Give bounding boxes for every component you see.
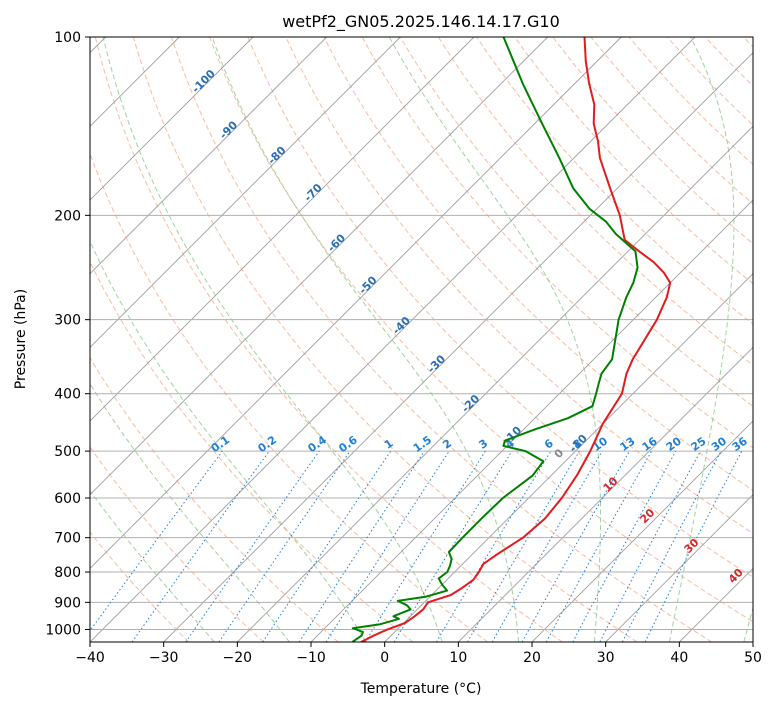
dry-adiabat (90, 531, 190, 642)
moist-adiabat (668, 37, 735, 642)
isotherm (531, 420, 753, 642)
isotherm (237, 125, 753, 642)
dry-adiabat (171, 37, 712, 642)
dry-adiabat (94, 37, 563, 642)
y-tick-label: 800 (54, 565, 81, 581)
y-tick-label: 200 (54, 208, 81, 224)
y-tick-label: 100 (54, 30, 81, 46)
y-tick-label: 900 (54, 595, 81, 611)
axes: −40 −30 −20 −10 0 10 20 30 40 50 100 200 300 400 500 60… (45, 30, 762, 666)
moist-adiabat (90, 382, 290, 642)
mixing-ratio-line (298, 450, 425, 642)
mixing-ratio-line (572, 450, 677, 642)
mixing-ratio-line (218, 450, 351, 642)
moist-adiabat (90, 240, 367, 642)
x-axis-label: Temperature (°C) (360, 681, 482, 697)
mixing-ratio-line (393, 450, 513, 642)
isotherm (90, 37, 327, 275)
isotherm (90, 37, 622, 569)
x-tick-label: −30 (149, 650, 179, 666)
mixing-ratio-line (521, 450, 630, 642)
dry-adiabat (590, 37, 753, 205)
x-tick-label: −40 (75, 650, 105, 666)
mixing-ratio-lines (90, 450, 743, 642)
dry-adiabat (132, 37, 638, 642)
dry-adiabat (323, 37, 753, 491)
dry-adiabat (399, 37, 753, 407)
mixing-ratio-line (262, 450, 392, 642)
isotherm (90, 37, 475, 422)
y-tick-label: 400 (54, 387, 81, 403)
mixing-ratio-line (185, 450, 320, 642)
x-tick-label: 50 (744, 650, 762, 666)
isotherm (90, 37, 696, 642)
x-tick-label: −10 (296, 650, 326, 666)
isotherm (163, 52, 753, 642)
dry-adiabat (90, 356, 339, 642)
x-tick-label: 30 (597, 650, 615, 666)
dry-adiabat (476, 37, 753, 325)
mixing-ratio-line (90, 450, 223, 632)
isotherm (90, 37, 548, 496)
x-tick-label: 10 (449, 650, 467, 666)
isotherm (384, 273, 753, 642)
pressure-gridlines (90, 37, 753, 630)
isotherm (90, 37, 254, 201)
mixing-ratio-line (644, 450, 743, 642)
mixing-ratio-line (325, 450, 450, 642)
x-tick-label: 0 (380, 650, 389, 666)
y-tick-label: 1000 (45, 622, 81, 638)
sounding-series (351, 37, 672, 642)
dry-adiabat (209, 37, 753, 623)
y-tick-label: 300 (54, 313, 81, 329)
mixing-ratio-line (545, 450, 653, 642)
dry-adiabat (437, 37, 753, 366)
moist-adiabat (211, 37, 520, 642)
y-tick-label: 700 (54, 531, 81, 547)
isotherm-lines (90, 37, 753, 642)
adiabat-lines (90, 37, 753, 642)
plot-frame (89, 36, 754, 643)
chart-title: wetPf2_GN05.2025.146.14.17.G10 (282, 12, 560, 32)
y-tick-label: 600 (54, 491, 81, 507)
y-tick-label: 500 (54, 444, 81, 460)
dry-adiabat (285, 37, 753, 535)
isotherm (90, 37, 401, 348)
isotherm (310, 199, 753, 642)
x-tick-label: 40 (670, 650, 688, 666)
moist-adiabat (388, 37, 601, 642)
temperature-profile (360, 37, 672, 642)
x-tick-label: 20 (523, 650, 541, 666)
mixing-ratio-line (131, 450, 270, 642)
dewpoint-profile (351, 37, 639, 642)
dry-adiabat (90, 260, 414, 642)
y-axis-label: Pressure (hPa) (13, 289, 29, 389)
isotherm (605, 494, 753, 642)
isotherm (458, 346, 753, 642)
x-tick-label: −20 (223, 650, 253, 666)
dry-adiabat (552, 37, 753, 245)
